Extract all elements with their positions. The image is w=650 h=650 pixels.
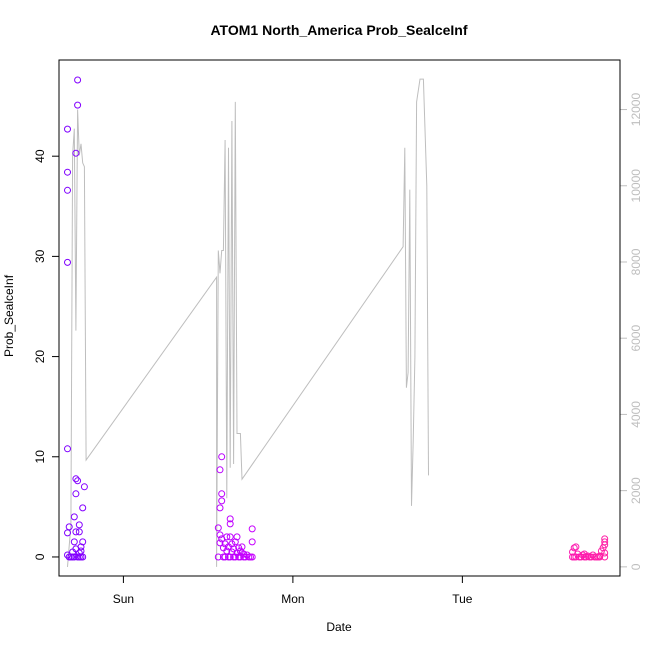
- y2-tick-label: 4000: [629, 401, 643, 428]
- data-point: [214, 553, 222, 561]
- data-point: [226, 515, 234, 523]
- data-point: [248, 553, 256, 561]
- data-point: [64, 529, 71, 537]
- data-point: [218, 497, 226, 505]
- data-point: [582, 553, 590, 561]
- data-point: [238, 543, 246, 551]
- data-point: [216, 504, 224, 512]
- x-axis-label: Date: [326, 620, 352, 634]
- data-point: [77, 543, 85, 551]
- x-tick-label: Mon: [281, 592, 304, 606]
- data-point: [248, 538, 256, 546]
- scatter-points: [64, 76, 609, 561]
- data-point: [74, 101, 82, 109]
- data-point: [64, 168, 71, 176]
- y-tick-label: 20: [33, 350, 47, 364]
- data-point: [65, 523, 73, 531]
- data-point: [248, 525, 256, 533]
- data-point: [214, 524, 222, 532]
- data-point: [79, 504, 87, 512]
- data-point: [64, 186, 71, 194]
- y2-tick-label: 12000: [629, 93, 643, 127]
- data-point: [75, 528, 83, 536]
- data-point: [584, 552, 592, 560]
- data-point: [216, 466, 224, 474]
- y2-tick-label: 2000: [629, 477, 643, 504]
- data-point: [231, 538, 239, 546]
- data-point: [226, 533, 234, 541]
- data-point: [216, 531, 224, 539]
- data-point: [587, 553, 595, 561]
- data-point: [230, 545, 238, 553]
- data-point: [233, 533, 241, 541]
- data-point: [72, 475, 80, 483]
- data-point: [601, 553, 609, 561]
- data-point: [218, 490, 226, 498]
- data-point: [579, 551, 587, 559]
- data-point: [223, 533, 231, 541]
- data-point: [74, 76, 82, 84]
- data-point: [601, 549, 609, 557]
- y-tick-label: 10: [33, 450, 47, 464]
- y2-tick-label: 8000: [629, 248, 643, 275]
- data-point: [226, 520, 234, 528]
- data-point: [72, 528, 80, 536]
- data-point: [231, 553, 239, 561]
- data-point: [216, 539, 224, 547]
- data-point: [79, 553, 87, 561]
- y-tick-label: 40: [33, 149, 47, 163]
- axes: Sun Mon Tue 0 10 20 30 40 0 2000 4000 6000 8000 10000…: [33, 93, 643, 606]
- data-point: [72, 490, 80, 498]
- data-point: [218, 453, 226, 461]
- data-point: [64, 445, 71, 453]
- data-point: [70, 553, 78, 561]
- data-point: [570, 544, 578, 552]
- data-point: [228, 540, 236, 548]
- y-tick-label: 30: [33, 249, 47, 263]
- data-point: [74, 477, 82, 485]
- data-point: [64, 258, 71, 266]
- data-point: [226, 553, 234, 561]
- x-tick-label: Tue: [452, 592, 473, 606]
- y2-tick-label: 10000: [629, 169, 643, 203]
- data-point: [572, 543, 580, 551]
- data-point: [64, 125, 71, 133]
- data-point: [241, 553, 249, 561]
- secondary-series-line: [67, 78, 429, 567]
- data-point: [70, 513, 78, 521]
- data-point: [80, 483, 88, 491]
- x-tick-label: Sun: [113, 592, 134, 606]
- data-point: [72, 149, 80, 157]
- series-line: [67, 78, 429, 567]
- data-point: [70, 538, 78, 546]
- plot-frame: [58, 59, 621, 577]
- data-point: [75, 521, 83, 529]
- chart-title: ATOM1 North_America Prob_SealceInf: [210, 22, 467, 38]
- data-point: [601, 535, 609, 543]
- y-axis-label: Prob_SealceInf: [2, 274, 16, 357]
- y2-tick-label: 6000: [629, 325, 643, 352]
- data-point: [75, 549, 83, 557]
- y-tick-label: 0: [33, 553, 47, 560]
- y2-tick-label: 0: [629, 563, 643, 570]
- data-point: [79, 538, 87, 546]
- data-point: [601, 538, 609, 546]
